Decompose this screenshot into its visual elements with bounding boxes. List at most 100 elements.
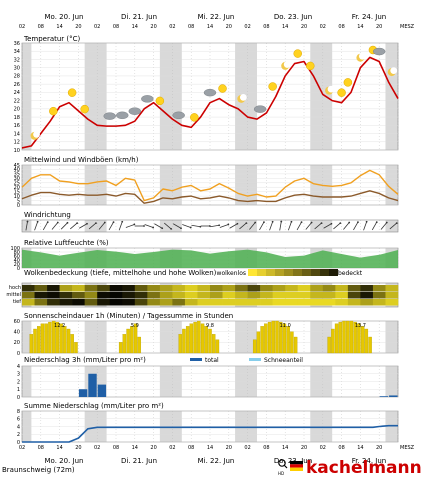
cloud-cell [109,299,123,306]
sunshine-bar [256,331,261,354]
sun-icon [49,106,58,116]
y-tick-label: 1 [17,387,20,393]
wind-arrow-head [227,223,230,226]
wind-arrow [314,222,322,230]
hour-tick-label: 20 [376,445,382,451]
sunshine-bar [189,323,194,354]
cloud-cell [285,299,299,306]
cloud-legend-swatch [302,269,311,276]
sunshine-bar [63,326,67,354]
hour-tick-label: 14 [282,445,288,451]
cloud-cell [97,299,111,306]
day-label: Mi. 22. Jun [198,457,235,465]
cloud-cell [22,285,35,292]
cloud-title: Wolkenbedeckung (tiefe, mittelhohe und h… [24,269,217,277]
wind-arrow [269,221,274,231]
cloud-cell [210,292,223,299]
wind-arrow-head [271,220,274,223]
wind-arrow [296,221,302,231]
sunshine-bar [327,336,331,354]
cloud-cell [147,299,161,306]
wind-arrow [60,222,68,230]
sunshine-daily-sum: 5.9 [131,323,139,329]
sun-icon [337,88,346,97]
wind-arrow [154,223,163,229]
moon-icon-shadow [327,85,335,93]
night-band [310,321,333,353]
night-band [22,321,32,353]
wind-title: Mittelwind und Windböen (km/h) [24,156,139,164]
y-tick-label: 20 [14,340,20,346]
night-band [159,165,182,205]
sunshine-bar [59,323,63,354]
night-band [385,165,398,205]
wind-arrow-head [143,225,145,227]
cloud-legend-swatch [293,269,302,276]
y-tick-label: 28 [14,74,20,80]
sunshine-bar [126,328,130,354]
y-tick-label: 6 [17,417,20,423]
precip-bar [379,396,389,397]
cloud-cell [335,292,349,299]
sunshine-bar [118,342,123,354]
y-tick-label: 40 [14,329,20,335]
cloud-icon [172,111,185,120]
hour-tick-label: 14 [132,24,138,30]
night-band [84,321,107,353]
wind-arrow [144,224,154,228]
hour-tick-label: 02 [320,445,326,451]
cloud-cell [172,299,186,306]
hour-tick-label: 02 [244,445,250,451]
precip-title: Niederschlag 3h (mm/Liter pro m²) [24,356,146,364]
y-tick-label: 0 [17,395,20,401]
wind-arrow [389,222,398,230]
sunshine-daily-sum: 11.0 [280,323,291,329]
wind-direction-title: Windrichtung [24,211,71,219]
cloud-cell [22,299,35,306]
day-label: Mo. 20. Jun [45,13,84,21]
cloud-legend-clear: wolkenlos [217,270,246,277]
y-tick-label: 30 [14,65,20,71]
hour-tick-label: 14 [56,445,62,451]
cloud-cell [235,299,248,306]
wind-direction-panel [21,219,399,233]
wind-arrow-head [199,225,202,228]
wind-arrow [125,224,135,228]
cloud-cell [34,292,48,299]
y-tick-label: 0 [17,351,20,357]
cloud-cell [97,292,111,299]
y-tick-label: 24 [14,90,20,96]
y-tick-label: 10 [14,148,20,154]
hour-tick-label: 20 [301,445,307,451]
sunshine-bar [264,323,268,354]
y-tick-label: 25 [14,181,20,187]
cloud-cell [147,285,161,292]
hour-tick-label: 08 [338,445,344,451]
hour-tick-label: 08 [188,445,194,451]
sunshine-bar [342,320,346,354]
cloud-legend-swatch [266,269,275,276]
wind-arrow [239,222,247,230]
cloud-cell [134,299,148,306]
cloud-cell [47,299,60,306]
y-tick-label: 3 [17,372,20,378]
y-tick-label: 34 [14,49,20,55]
sun-icon [190,113,199,122]
wind-arrow-head [263,221,265,224]
sunshine-bar [29,334,34,354]
y-tick-label: 5 [17,198,20,204]
hour-tick-label: 02 [19,24,25,30]
cloud-icon [103,112,116,120]
wind-arrow [371,221,378,231]
sunshine-bar [349,320,354,354]
y-tick-label: 22 [14,98,20,104]
cloud-cell [297,292,311,299]
cloud-cell [84,292,98,299]
flag-gold [290,467,303,471]
wind-mean-line [21,190,399,204]
sunshine-bar [137,336,141,354]
sunshine-bar [178,334,182,354]
sunshine-bar [212,334,216,354]
wind-arrow [69,222,78,230]
wind-arrow-head [56,221,59,224]
